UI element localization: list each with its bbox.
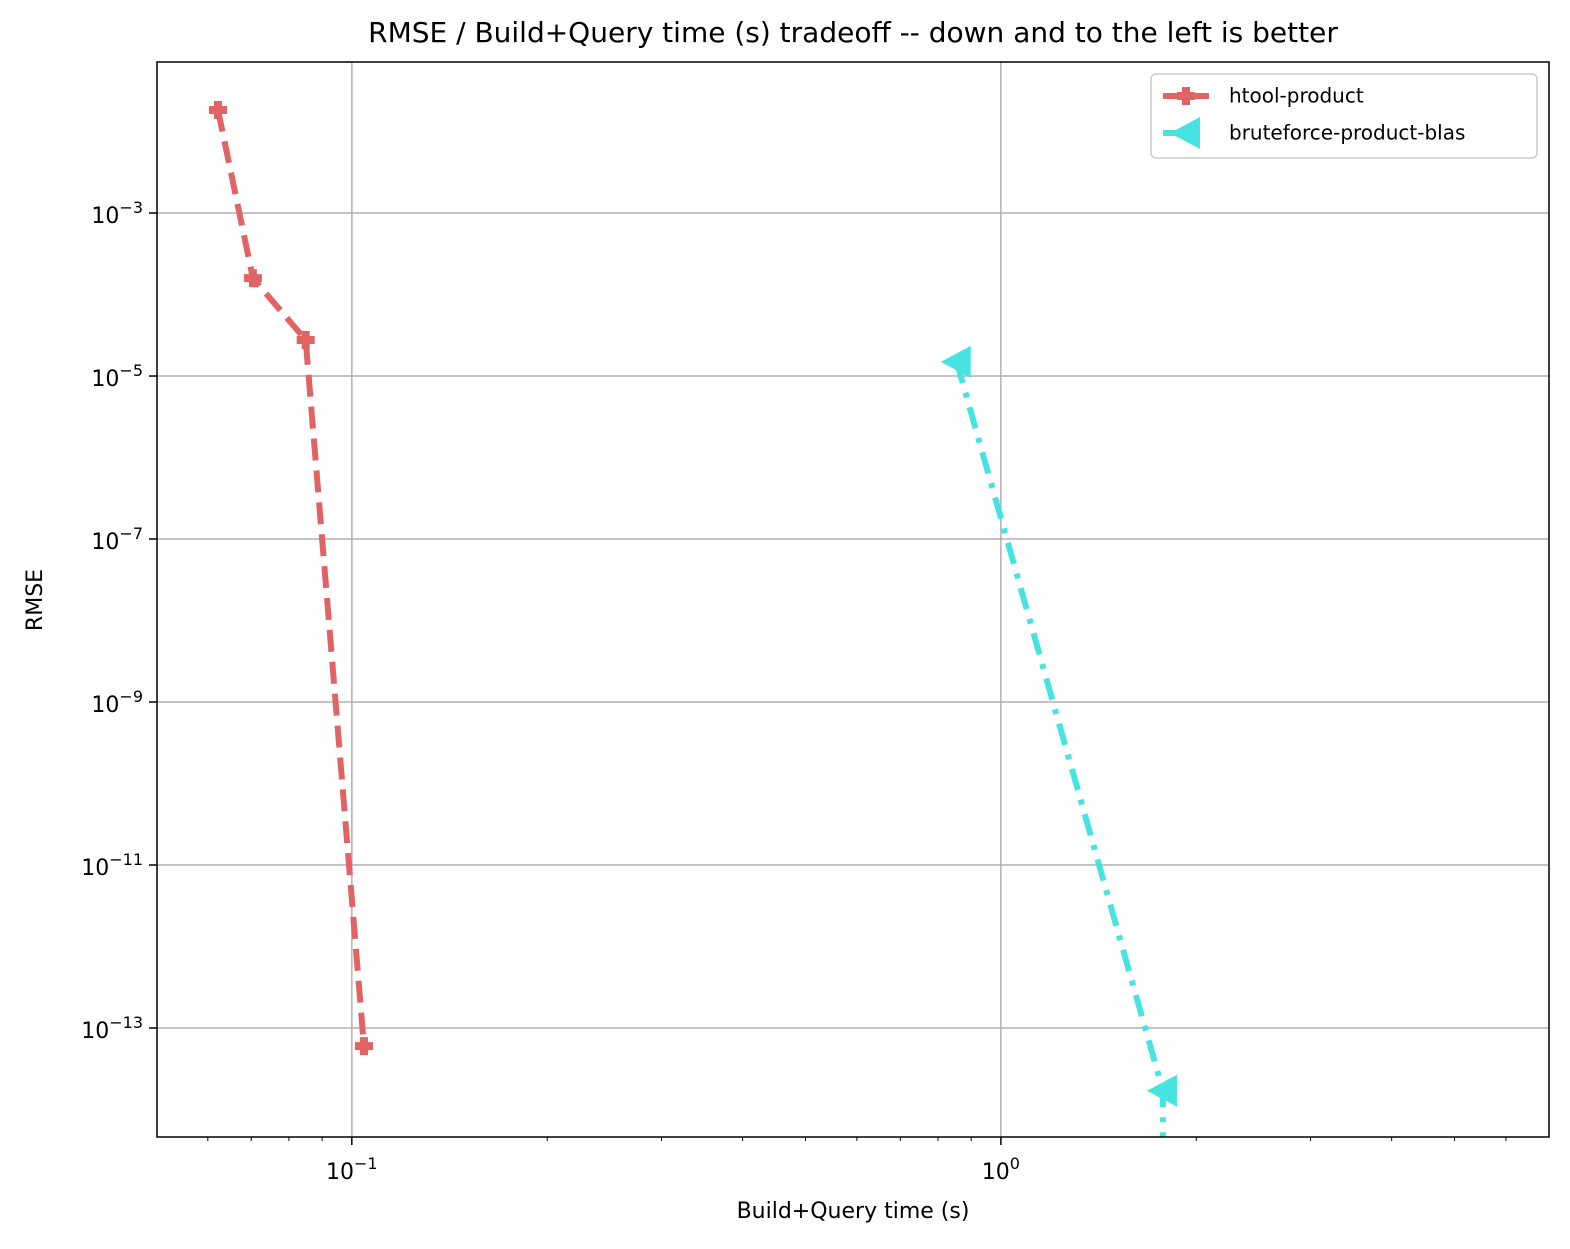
y-tick-label: 10−7 xyxy=(91,524,143,556)
y-tick-label: 10−13 xyxy=(81,1013,143,1045)
marker xyxy=(243,269,262,288)
y-tick-label: 10−3 xyxy=(91,198,143,230)
y-axis-label: RMSE xyxy=(23,569,48,631)
y-tick-label: 10−9 xyxy=(91,687,143,719)
x-tick-label: 10−1 xyxy=(326,1154,378,1186)
legend: htool-product bruteforce-product-blas xyxy=(1150,73,1538,159)
axes-frame xyxy=(156,61,1550,1138)
marker xyxy=(1177,87,1195,105)
legend-label: htool-product xyxy=(1229,84,1364,108)
legend-box xyxy=(1150,73,1538,159)
legend-label: bruteforce-product-blas xyxy=(1229,121,1465,145)
marker xyxy=(296,330,315,349)
x-tick-label: 100 xyxy=(982,1154,1020,1186)
x-axis-label: Build+Query time (s) xyxy=(737,1199,970,1224)
series-line xyxy=(215,109,367,1047)
marker xyxy=(354,1037,373,1056)
marker xyxy=(1146,1074,1177,1107)
y-tick-label: 10−5 xyxy=(91,361,143,393)
axes: 10−1 100 10−3 10−5 10−7 10−9 10−11 10−13 xyxy=(81,198,1507,1186)
chart-title: RMSE / Build+Query time (s) tradeoff -- … xyxy=(368,16,1338,49)
marker xyxy=(1170,117,1200,149)
marker xyxy=(208,100,227,119)
plot-area xyxy=(208,100,1177,1137)
grid xyxy=(157,62,1549,1137)
y-tick-label: 10−11 xyxy=(81,850,143,882)
marker xyxy=(940,345,971,378)
